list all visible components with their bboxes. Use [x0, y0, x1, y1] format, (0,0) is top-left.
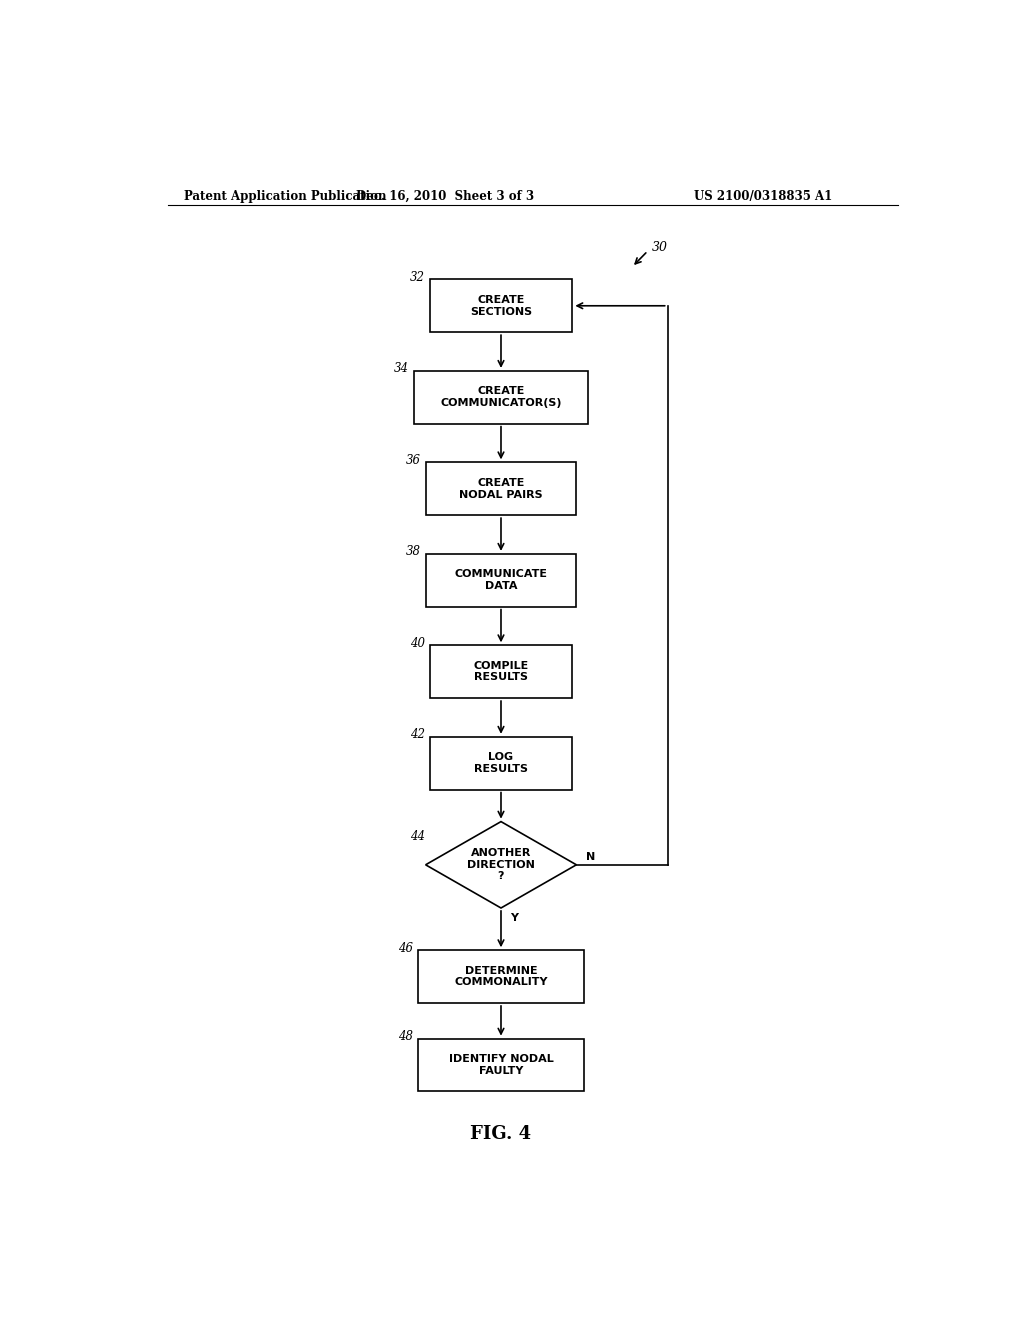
Text: COMMUNICATE
DATA: COMMUNICATE DATA: [455, 569, 548, 591]
Text: 44: 44: [410, 830, 425, 843]
Text: 38: 38: [406, 545, 421, 558]
Text: CREATE
COMMUNICATOR(S): CREATE COMMUNICATOR(S): [440, 387, 562, 408]
Bar: [430, 737, 572, 789]
Text: DETERMINE
COMMONALITY: DETERMINE COMMONALITY: [455, 966, 548, 987]
Text: 40: 40: [410, 636, 425, 649]
Text: 48: 48: [397, 1030, 413, 1043]
Text: COMPILE
RESULTS: COMPILE RESULTS: [473, 661, 528, 682]
Bar: [418, 950, 585, 1003]
Text: Y: Y: [511, 913, 518, 923]
Bar: [418, 1039, 585, 1092]
Text: CREATE
NODAL PAIRS: CREATE NODAL PAIRS: [459, 478, 543, 499]
Text: 30: 30: [652, 242, 668, 255]
Bar: [426, 554, 577, 607]
Bar: [414, 371, 588, 424]
Text: CREATE
SECTIONS: CREATE SECTIONS: [470, 294, 532, 317]
Text: LOG
RESULTS: LOG RESULTS: [474, 752, 528, 774]
Text: 42: 42: [410, 729, 425, 742]
Text: ANOTHER
DIRECTION
?: ANOTHER DIRECTION ?: [467, 849, 535, 882]
Text: Dec. 16, 2010  Sheet 3 of 3: Dec. 16, 2010 Sheet 3 of 3: [356, 190, 535, 202]
Polygon shape: [426, 821, 577, 908]
Text: FIG. 4: FIG. 4: [470, 1125, 531, 1143]
Text: Patent Application Publication: Patent Application Publication: [183, 190, 386, 202]
Text: 34: 34: [394, 362, 409, 375]
Text: 32: 32: [410, 271, 425, 284]
Text: US 2100/0318835 A1: US 2100/0318835 A1: [693, 190, 833, 202]
Text: 36: 36: [406, 454, 421, 467]
Bar: [430, 645, 572, 698]
Text: 46: 46: [397, 941, 413, 954]
Text: IDENTIFY NODAL
FAULTY: IDENTIFY NODAL FAULTY: [449, 1055, 553, 1076]
Bar: [426, 462, 577, 515]
Text: N: N: [586, 851, 595, 862]
Bar: [430, 280, 572, 333]
